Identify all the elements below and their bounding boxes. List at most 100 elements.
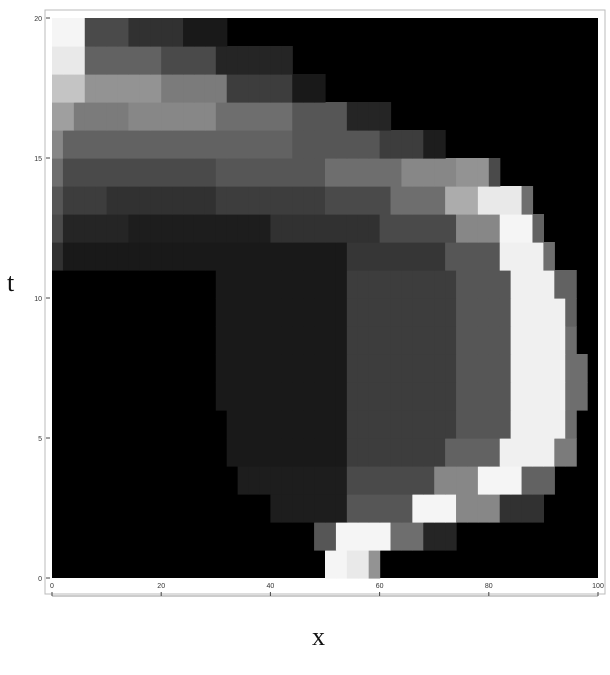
heatmap-cell (358, 214, 370, 243)
heatmap-cell (314, 74, 326, 103)
heatmap-cell (74, 186, 86, 215)
heatmap-cell (292, 382, 304, 411)
heatmap-cell (281, 326, 293, 355)
heatmap-cell (380, 186, 392, 215)
heatmap-cell (380, 130, 392, 159)
heatmap-cell (238, 74, 250, 103)
heatmap-cell (401, 270, 413, 299)
heatmap-cell (347, 158, 359, 187)
heatmap-cell (369, 298, 381, 327)
heatmap-cell (445, 158, 457, 187)
heatmap-cell (118, 46, 130, 75)
heatmap-cell (391, 214, 403, 243)
x-tick-label: 80 (485, 583, 493, 590)
heatmap-cell (161, 130, 173, 159)
heatmap-cell (456, 466, 468, 495)
heatmap-cell (325, 438, 337, 467)
heatmap-cell (456, 214, 468, 243)
heatmap-cell (423, 298, 435, 327)
heatmap-cell (139, 130, 151, 159)
heatmap-cell (380, 298, 392, 327)
heatmap-cell (259, 466, 271, 495)
heatmap-cell (380, 102, 392, 131)
heatmap-cell (478, 186, 490, 215)
heatmap-cell (511, 410, 523, 439)
heatmap-cell (161, 102, 173, 131)
heatmap-cell (205, 18, 217, 47)
heatmap-cell (314, 214, 326, 243)
heatmap-cell (314, 382, 326, 411)
heatmap-cell (489, 158, 501, 187)
heatmap-cell (96, 74, 108, 103)
heatmap-cell (128, 214, 140, 243)
heatmap-cell (358, 382, 370, 411)
heatmap-cell (270, 354, 282, 383)
heatmap-cell (85, 158, 97, 187)
heatmap-cell (107, 214, 119, 243)
heatmap-cell (347, 102, 359, 131)
heatmap-cell (489, 354, 501, 383)
heatmap-cell (391, 130, 403, 159)
heatmap-cell (543, 438, 555, 467)
heatmap-cell (303, 214, 315, 243)
heatmap-cell (347, 550, 359, 579)
heatmap-cell (205, 74, 217, 103)
heatmap-cell (314, 522, 326, 551)
heatmap-cell (532, 270, 544, 299)
heatmap-cell (358, 550, 370, 579)
heatmap-cell (161, 158, 173, 187)
heatmap-cell (532, 466, 544, 495)
heatmap-cell (412, 382, 424, 411)
heatmap-cell (554, 326, 566, 355)
heatmap-cell (150, 242, 162, 271)
heatmap-cell (511, 214, 523, 243)
heatmap-cell (292, 186, 304, 215)
heatmap-cell (139, 46, 151, 75)
heatmap-cell (292, 158, 304, 187)
heatmap-cell (325, 102, 337, 131)
heatmap-cell (423, 494, 435, 523)
heatmap-cell (347, 522, 359, 551)
heatmap-cell (325, 130, 337, 159)
heatmap-cell (194, 186, 206, 215)
heatmap-cell (63, 186, 75, 215)
heatmap-cell (183, 130, 195, 159)
heatmap-cell (96, 46, 108, 75)
heatmap-cell (74, 242, 86, 271)
heatmap-cell (369, 214, 381, 243)
heatmap-cell (150, 74, 162, 103)
heatmap-cell (336, 382, 348, 411)
heatmap-cell (227, 410, 239, 439)
heatmap-cell (216, 298, 228, 327)
heatmap-cell (303, 438, 315, 467)
heatmap-cell (456, 494, 468, 523)
heatmap-cell (249, 466, 261, 495)
heatmap-cell (314, 186, 326, 215)
heatmap-cell (314, 438, 326, 467)
heatmap-cell (358, 298, 370, 327)
heatmap-cell (467, 298, 479, 327)
heatmap-cell (336, 214, 348, 243)
heatmap-cell (270, 298, 282, 327)
heatmap-cell (423, 354, 435, 383)
heatmap-cell (303, 74, 315, 103)
heatmap-cell (118, 102, 130, 131)
heatmap-cell (401, 298, 413, 327)
heatmap-cell (369, 326, 381, 355)
heatmap-cell (576, 382, 588, 411)
heatmap-cell (401, 158, 413, 187)
heatmap-cell (500, 494, 512, 523)
heatmap-cell (238, 46, 250, 75)
heatmap-cell (270, 438, 282, 467)
heatmap-cell (522, 466, 534, 495)
heatmap-cell (259, 242, 271, 271)
heatmap-cell (401, 354, 413, 383)
heatmap-cell (336, 102, 348, 131)
heatmap-cell (205, 102, 217, 131)
heatmap-cell (238, 354, 250, 383)
heatmap-cell (238, 270, 250, 299)
heatmap-cell (216, 214, 228, 243)
heatmap-cell (532, 214, 544, 243)
heatmap-cell (194, 74, 206, 103)
heatmap-cell (292, 326, 304, 355)
